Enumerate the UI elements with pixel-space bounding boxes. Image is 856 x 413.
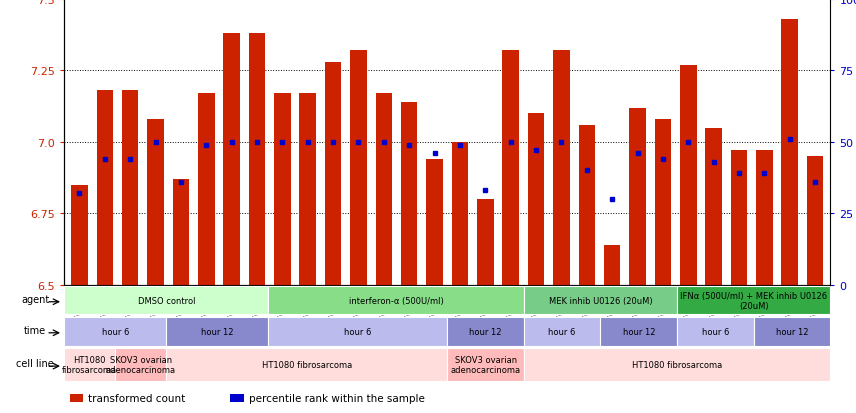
Bar: [553, 51, 569, 285]
Text: SKOV3 ovarian
adenocarcinoma: SKOV3 ovarian adenocarcinoma: [106, 355, 175, 374]
Bar: [166, 317, 269, 346]
Bar: [477, 199, 494, 285]
Bar: [502, 51, 519, 285]
Bar: [447, 348, 524, 381]
Bar: [524, 348, 830, 381]
Text: hour 6: hour 6: [102, 327, 129, 336]
Bar: [680, 66, 697, 285]
Text: SKOV3 ovarian
adenocarcinoma: SKOV3 ovarian adenocarcinoma: [450, 355, 520, 374]
Bar: [325, 63, 342, 285]
Text: cell line: cell line: [16, 358, 54, 368]
Bar: [604, 245, 621, 285]
Text: hour 12: hour 12: [201, 327, 234, 336]
Bar: [116, 348, 166, 381]
Bar: [524, 317, 600, 346]
Text: IFNα (500U/ml) + MEK inhib U0126
(20uM): IFNα (500U/ml) + MEK inhib U0126 (20uM): [681, 291, 827, 310]
Bar: [223, 34, 240, 285]
Text: time: time: [24, 325, 46, 335]
Bar: [64, 286, 269, 315]
Bar: [753, 317, 830, 346]
Bar: [452, 142, 468, 285]
Text: transformed count: transformed count: [88, 394, 186, 404]
Text: hour 6: hour 6: [702, 327, 729, 336]
Bar: [230, 394, 244, 402]
Bar: [64, 348, 116, 381]
Text: DMSO control: DMSO control: [138, 296, 195, 305]
Bar: [166, 348, 447, 381]
Text: hour 6: hour 6: [549, 327, 576, 336]
Bar: [524, 286, 677, 315]
Text: hour 6: hour 6: [344, 327, 372, 336]
Text: HT1080 fibrosarcoma: HT1080 fibrosarcoma: [632, 360, 722, 369]
Bar: [198, 94, 215, 285]
Bar: [249, 34, 265, 285]
Bar: [756, 151, 773, 285]
Bar: [350, 51, 366, 285]
Bar: [528, 114, 544, 285]
Text: hour 12: hour 12: [469, 327, 502, 336]
Text: HT1080 fibrosarcoma: HT1080 fibrosarcoma: [262, 360, 352, 369]
Text: hour 12: hour 12: [622, 327, 655, 336]
Bar: [705, 128, 722, 285]
Bar: [300, 94, 316, 285]
Bar: [69, 394, 83, 402]
Bar: [731, 151, 747, 285]
Bar: [401, 102, 418, 285]
Bar: [629, 108, 645, 285]
Bar: [122, 91, 139, 285]
Text: interferon-α (500U/ml): interferon-α (500U/ml): [348, 296, 443, 305]
Bar: [655, 120, 671, 285]
Bar: [782, 20, 798, 285]
Text: agent: agent: [21, 294, 50, 304]
Bar: [173, 180, 189, 285]
Bar: [147, 120, 163, 285]
Text: percentile rank within the sample: percentile rank within the sample: [249, 394, 425, 404]
Bar: [579, 126, 595, 285]
Bar: [807, 157, 823, 285]
Bar: [426, 159, 443, 285]
Bar: [64, 317, 166, 346]
Text: MEK inhib U0126 (20uM): MEK inhib U0126 (20uM): [549, 296, 652, 305]
Bar: [677, 286, 830, 315]
Bar: [376, 94, 392, 285]
Bar: [269, 317, 447, 346]
Bar: [97, 91, 113, 285]
Bar: [274, 94, 290, 285]
Bar: [269, 286, 524, 315]
Bar: [677, 317, 753, 346]
Text: HT1080
fibrosarcoma: HT1080 fibrosarcoma: [62, 355, 117, 374]
Bar: [600, 317, 677, 346]
Bar: [447, 317, 524, 346]
Text: hour 12: hour 12: [776, 327, 808, 336]
Bar: [71, 185, 87, 285]
